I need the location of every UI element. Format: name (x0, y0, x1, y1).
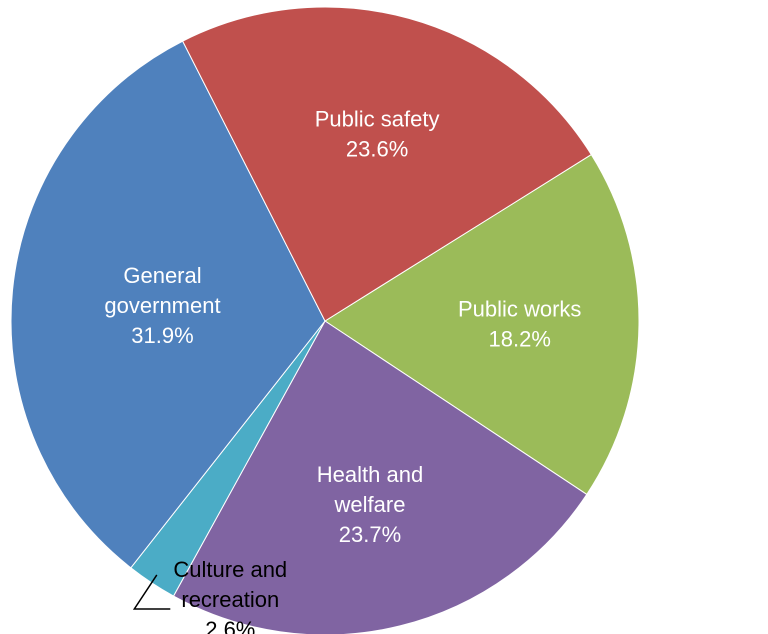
pie-slice (172, 320, 588, 634)
slice-category-label: recreation (181, 587, 279, 612)
slice-category-label: General (123, 263, 201, 288)
slice-value-label: 2.6% (205, 617, 255, 634)
slice-value-label: 18.2% (489, 327, 551, 352)
leader-line (132, 574, 171, 610)
slice-category-label: Health and (317, 462, 423, 487)
slice-labels: Public works 18.2% Health and welfare 23.7% C… (104, 106, 581, 634)
pie-slice (10, 40, 326, 569)
slice-category-label: Public works (458, 297, 581, 322)
pie-slice (181, 6, 592, 322)
pie-slice (324, 153, 640, 496)
pie-slices (10, 6, 640, 634)
slice-value-label: 23.6% (346, 136, 408, 161)
slice-category-label: government (104, 293, 220, 318)
slice-category-label: Culture and (173, 557, 287, 582)
slice-category-label: welfare (334, 492, 406, 517)
slice-category-label: Public safety (315, 106, 440, 131)
slice-value-label: 31.9% (131, 323, 193, 348)
slice-value-label: 23.7% (339, 522, 401, 547)
